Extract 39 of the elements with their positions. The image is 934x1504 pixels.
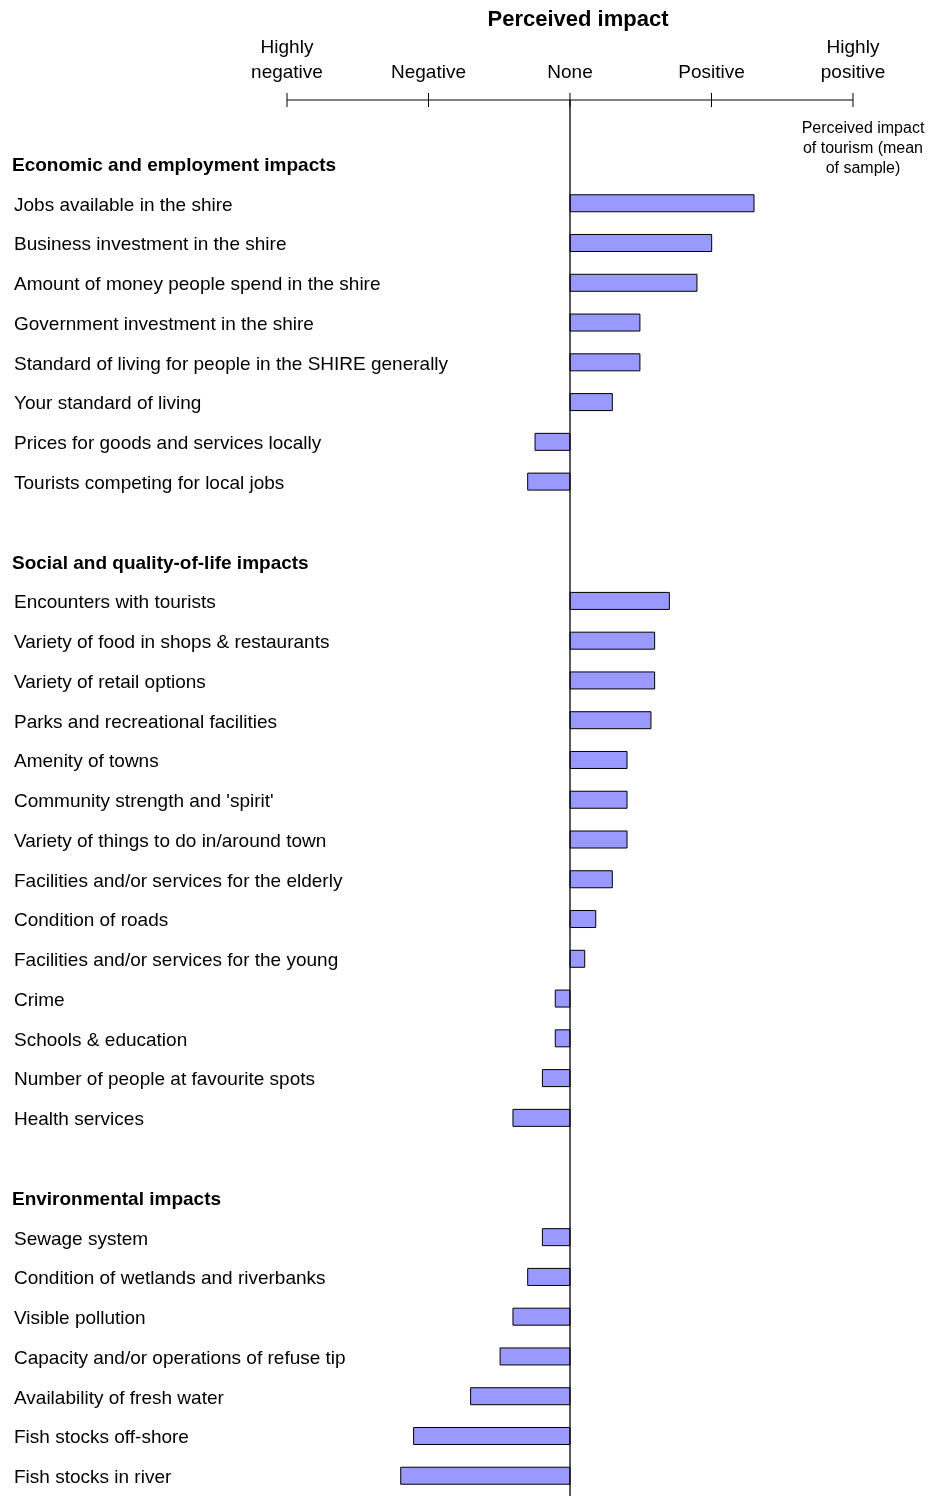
y-tick-label: Facilities and/or services for the young [14,949,339,971]
y-tick-label: Health services [14,1108,144,1130]
y-tick-label: Capacity and/or operations of refuse tip [14,1346,346,1368]
y-tick-label: Variety of food in shops & restaurants [14,631,330,653]
text: Highly positive [819,35,887,84]
text: Highly negative [250,35,324,84]
y-tick-label: Standard of living for people in the SHIRE generally [14,352,449,374]
y-tick-label: Business investment in the shire [14,233,287,255]
y-tick-label: Condition of roads [14,909,169,931]
y-tick-label: Tourists competing for local jobs [14,472,285,493]
y-tick-label: Community strength and 'spirit' [14,790,274,812]
text: Negative [390,60,467,84]
chart-title: Perceived impact [486,6,670,32]
y-tick-label: Variety of things to do in/around town [14,829,327,851]
text: None [546,60,594,84]
text: Perceived impact of tourism (mean of sample) [800,118,926,178]
y-tick-label: Prices for goods and services locally [14,432,322,454]
y-tick-label: Parks and recreational facilities [14,710,277,732]
y-tick-label: Schools & education [14,1028,188,1050]
y-tick-label: Your standard of living [14,392,202,414]
y-tick-label: Social and quality-of-life impacts [12,551,309,573]
y-tick-label: Variety of retail options [14,670,206,692]
y-tick-label: Sewage system [14,1227,149,1249]
y-tick-label: Environmental impacts [12,1187,222,1209]
y-tick-label: Visible pollution [14,1307,146,1329]
y-tick-label: Encounters with tourists [14,591,216,613]
y-tick-label: Number of people at favourite spots [14,1068,316,1090]
text: Positive [677,60,746,84]
y-tick-label: Crime [14,988,65,1010]
y-tick-label: Fish stocks off-shore [14,1426,189,1448]
y-tick-label: Economic and employment impacts [12,153,337,175]
y-tick-label: Government investment in the shire [14,312,314,334]
y-tick-label: Amount of money people spend in the shire [14,273,381,295]
y-tick-label: Facilities and/or services for the elderly [14,869,343,891]
y-tick-label: Condition of wetlands and riverbanks [14,1267,326,1289]
y-tick-label: Jobs available in the shire [14,193,233,215]
y-tick-label: Fish stocks in river [14,1466,172,1488]
y-tick-label: Amenity of towns [14,750,159,772]
y-tick-label: Availability of fresh water [14,1386,225,1408]
